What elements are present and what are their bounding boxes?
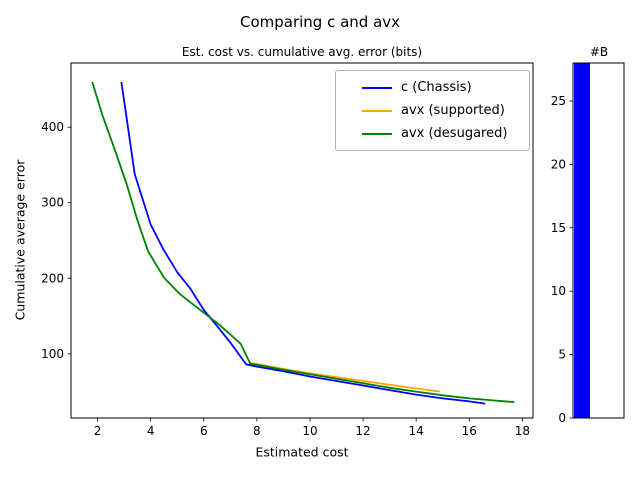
right-axes-title: #B [589,45,609,59]
legend-label: c (Chassis) [401,80,472,95]
y-tick-label: 300 [41,196,64,210]
x-axis-label: Estimated cost [255,444,349,460]
legend-entry: avx (desugared) [344,122,522,145]
y-tick-label: 400 [41,120,64,134]
y-tick-label: 200 [41,271,64,285]
x-tick-label: 4 [147,424,155,438]
legend-swatch [362,86,392,89]
bar-y-tick-label: 5 [558,348,566,362]
x-tick-label: 10 [302,424,317,438]
x-tick-label: 16 [462,424,477,438]
legend: c (Chassis) avx (supported) avx (desugared… [335,70,530,151]
bar-count [574,63,590,418]
legend-label: avx (desugared) [401,126,508,141]
x-tick-label: 12 [355,424,370,438]
x-tick-label: 14 [409,424,424,438]
legend-swatch [362,132,392,135]
x-tick-label: 2 [94,424,102,438]
figure-title: Comparing c and avx [239,13,401,31]
series-line-avx-desugared- [91,81,515,403]
left-axes-title: Est. cost vs. cumulative avg. error (bit… [181,45,423,59]
series-line-c-chassis- [120,81,486,405]
right-axes-frame [572,62,625,419]
x-tick-label: 6 [200,424,208,438]
x-tick-label: 8 [253,424,261,438]
bar-y-tick-label: 0 [558,411,566,425]
bar-y-tick-label: 15 [551,221,566,235]
x-tick-label: 18 [515,424,530,438]
legend-entry: avx (supported) [344,99,522,122]
bar-y-tick-label: 25 [551,94,566,108]
legend-swatch [362,109,392,112]
bar-y-tick-label: 20 [551,157,566,171]
y-tick-label: 100 [41,347,64,361]
legend-entry: c (Chassis) [344,76,522,99]
bar-y-tick-label: 10 [551,284,566,298]
left-axes-frame [70,62,534,419]
legend-label: avx (supported) [401,103,505,118]
series-line-avx-supported- [250,362,441,393]
